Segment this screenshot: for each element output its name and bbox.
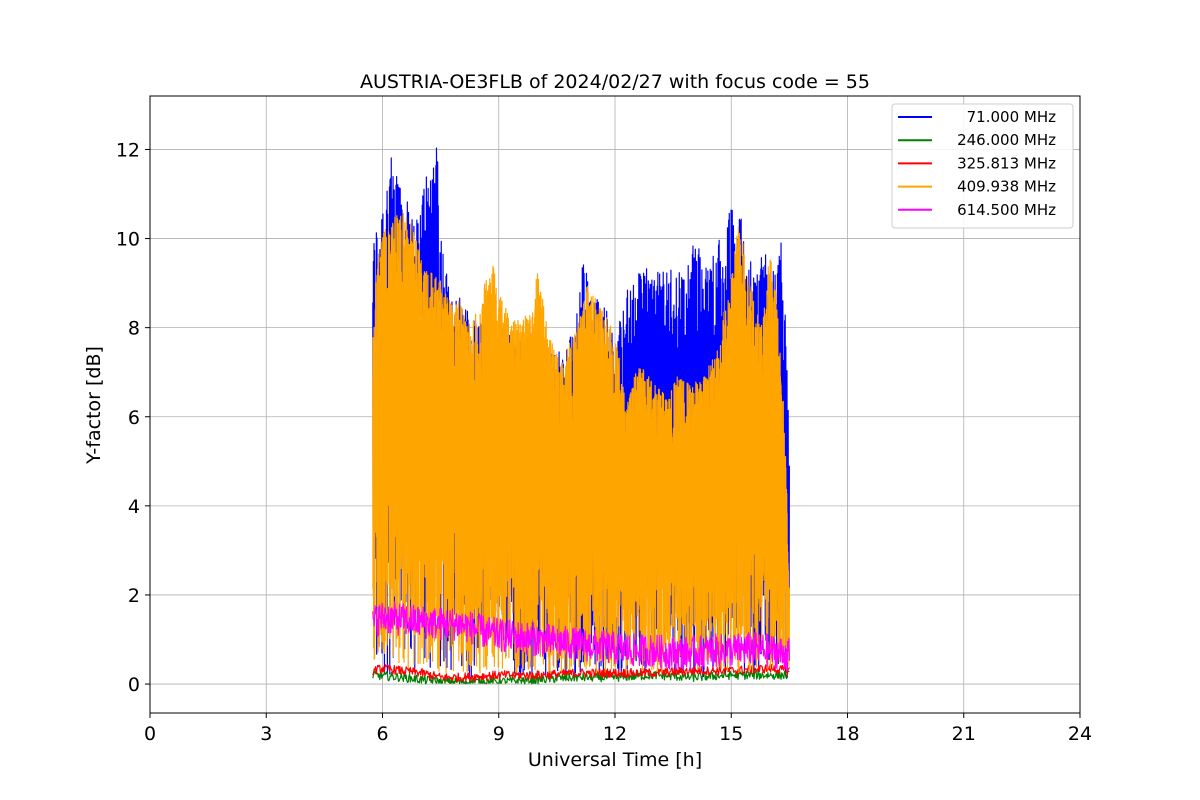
x-tick-label: 0 (144, 723, 156, 745)
y-tick-label: 2 (128, 585, 140, 607)
legend-label-1: 246.000 MHz (957, 131, 1056, 149)
series-line-2 (372, 664, 790, 683)
y-tick-label: 10 (116, 229, 140, 251)
legend-label-4: 614.500 MHz (957, 201, 1056, 219)
y-tick-label: 6 (128, 407, 140, 429)
x-tick-label: 12 (603, 723, 627, 745)
x-axis-title: Universal Time [h] (528, 749, 702, 771)
y-tick-label: 12 (116, 139, 140, 161)
legend-label-2: 325.813 MHz (957, 154, 1056, 172)
series-layer (372, 147, 790, 685)
y-tick-label: 8 (128, 318, 140, 340)
x-tick-label: 6 (376, 723, 388, 745)
x-tick-label: 3 (260, 723, 272, 745)
y-axis-title: Y-factor [dB] (83, 346, 105, 465)
legend-label-3: 409.938 MHz (957, 178, 1056, 196)
x-tick-label: 18 (835, 723, 859, 745)
y-tick-label: 0 (128, 674, 140, 696)
legend-label-0: 71.000 MHz (967, 108, 1056, 126)
series-line-1 (372, 670, 790, 685)
legend: 71.000 MHz 246.000 MHz 325.813 MHz 409.938 … (891, 103, 1074, 229)
x-tick-label: 21 (952, 723, 976, 745)
y-tick-label: 4 (128, 496, 140, 518)
series-line-3 (372, 212, 790, 674)
x-tick-label: 9 (493, 723, 505, 745)
legend-box (891, 103, 1074, 229)
x-tick-label: 24 (1068, 723, 1092, 745)
series-line-4 (372, 601, 790, 672)
y-axis: 0 2 4 6 8 10 12 (116, 139, 150, 696)
x-axis: 0 3 6 9 12 15 18 21 24 (144, 713, 1092, 745)
x-tick-label: 15 (719, 723, 743, 745)
chart-title: AUSTRIA-OE3FLB of 2024/02/27 with focus … (360, 71, 870, 93)
